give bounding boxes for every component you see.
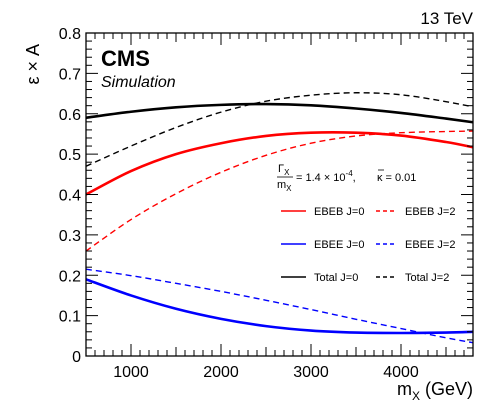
x-tick-label: 2000 [203,364,239,381]
y-tick-label: 0.7 [59,66,81,83]
x-tick-label: 1000 [113,364,149,381]
width-annotation: ΓX mX = 1.4 × 10-4, κ = 0.01 [277,163,416,193]
y-tick-label: 0.6 [59,107,81,124]
legend-item-total-j-2: Total J=2 [376,272,449,284]
legend-item-ebeb-j-0: EBEB J=0 [281,206,364,218]
y-tick-label: 0.5 [59,147,81,164]
kappa-value: κ = 0.01 [377,172,416,184]
legend-label: EBEE J=0 [314,239,364,251]
series-line-total-j-0 [85,102,474,124]
x-axis-title-main: m [397,379,412,399]
fraction-denominator-symbol: m [277,179,286,191]
y-tick-label: 0 [72,349,81,366]
legend-label: EBEE J=2 [405,239,455,251]
series-line-ebeb-j-2 [85,130,474,252]
legend-label: Total J=2 [405,272,449,284]
legend-item-total-j-0: Total J=0 [281,272,358,284]
legend-label: Total J=0 [314,272,358,284]
x-axis-title-sub: X [412,389,420,403]
series-line-total-j-2 [85,92,474,167]
y-tick-label: 0.2 [59,268,81,285]
fraction-numerator-sub: X [284,168,290,177]
x-tick-label: 4000 [383,364,419,381]
legend-label: EBEB J=2 [405,206,455,218]
x-tick-label: 3000 [293,364,329,381]
fraction-numerator: ΓX [278,163,290,177]
series-line-ebee-j-0 [85,278,474,335]
width-value-tail: , [353,172,356,184]
x-axis-title: mX (GeV) [397,379,473,403]
y-tick-label: 0.3 [59,228,81,245]
fraction-numerator-symbol: Γ [278,163,284,175]
legend-item-ebee-j-2: EBEE J=2 [376,239,455,251]
kappa-value-text: = 0.01 [386,172,417,184]
width-value-text: = 1.4 × 10 [296,172,346,184]
legend: EBEB J=0 EBEB J=2 EBEE J=0 EBEE J=2 Total J=… [281,206,455,284]
plot-frame [85,32,474,357]
y-tick-label: 0.8 [59,26,81,43]
y-tick-label: 0.4 [59,188,81,205]
legend-item-ebeb-j-2: EBEB J=2 [376,206,455,218]
simulation-label: Simulation [101,74,176,91]
width-value-exp: -4 [346,169,354,178]
legend-item-ebee-j-0: EBEE J=0 [281,239,364,251]
y-axis-title: ε × A [23,44,43,85]
y-tick-label: 0.1 [59,309,81,326]
experiment-label: CMS [101,46,150,71]
kappa-symbol: κ [377,172,383,184]
plot-content [85,92,474,344]
legend-label: EBEB J=0 [314,206,364,218]
fraction-denominator-sub: X [286,184,292,193]
width-value: = 1.4 × 10-4, [296,169,356,184]
x-axis-title-rest: (GeV) [420,379,473,399]
energy-label: 13 TeV [420,9,473,28]
series-line-ebee-j-2 [85,268,474,344]
series-line-ebeb-j-0 [85,131,474,196]
fraction-denominator: mX [277,179,292,193]
axis-ticks: 1000 2000 3000 4000 0 0.1 0.2 0.3 0.4 0.5 0.6 0.7 0.… [59,26,474,381]
